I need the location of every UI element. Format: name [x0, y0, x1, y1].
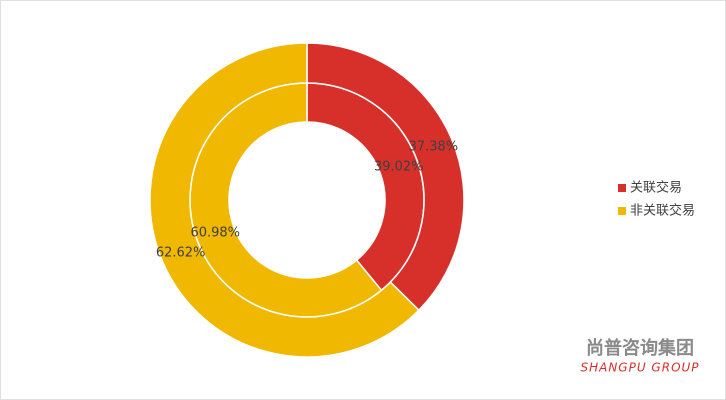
data-label: 39.02% [374, 160, 424, 175]
legend-label: 关联交易 [630, 180, 682, 196]
data-label: 37.38% [409, 140, 459, 155]
donut-slice [149, 42, 420, 358]
legend-label: 非关联交易 [630, 203, 695, 219]
legend-swatch [618, 184, 626, 192]
data-label: 62.62% [156, 245, 206, 260]
legend-swatch [618, 207, 626, 215]
donut-slice [306, 42, 465, 312]
watermark-title: 尚普咨询集团 [586, 337, 694, 359]
watermark-subtitle: SHANGPU GROUP [580, 361, 699, 375]
data-label: 60.98% [190, 225, 240, 240]
